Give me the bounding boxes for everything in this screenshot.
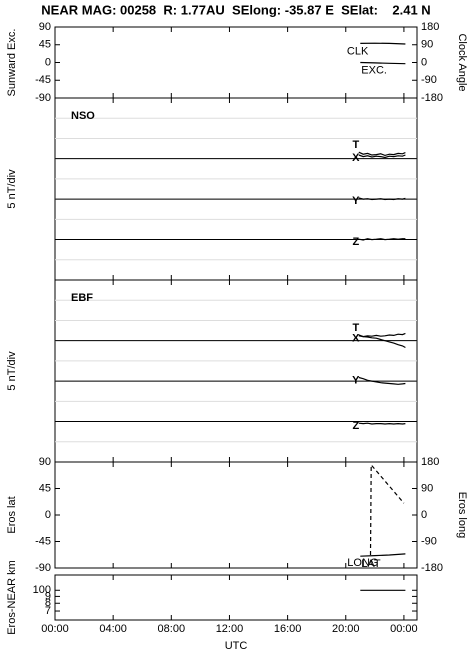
- series-label: Y: [352, 195, 360, 207]
- series-line: [358, 332, 406, 338]
- x-tick-label: 04:00: [99, 623, 127, 635]
- series-line: [358, 335, 406, 349]
- series-label: Z: [352, 420, 359, 432]
- series-line: [358, 154, 406, 159]
- series-label: X: [352, 152, 360, 164]
- series-label: LONG: [347, 557, 378, 569]
- y-axis-label: 5 nT/div: [6, 169, 18, 209]
- series-line: [358, 376, 406, 385]
- panel-label: NSO: [71, 110, 95, 122]
- y-tick-label: 0: [45, 509, 51, 521]
- y2-tick-label: -90: [421, 74, 437, 86]
- y2-tick-label: -180: [421, 92, 443, 104]
- y-axis-label: Eros lat: [6, 496, 18, 533]
- y2-axis-label: Eros long: [456, 492, 468, 538]
- series-label: T: [352, 139, 359, 151]
- y-tick-label: 90: [39, 456, 51, 468]
- panel-frame: [54, 97, 418, 281]
- y-tick-label: -90: [35, 562, 51, 574]
- x-axis-label: UTC: [225, 640, 248, 652]
- chart-title: NEAR MAG: 00258 R: 1.77AU SElong: -35.87…: [41, 2, 430, 17]
- x-tick-label: 00:00: [41, 623, 69, 635]
- panel-label: EBF: [71, 292, 93, 304]
- panel-frame: [54, 461, 418, 569]
- x-tick-label: 08:00: [158, 623, 186, 635]
- series-label: CLK: [347, 45, 369, 57]
- y-tick-label: -90: [35, 92, 51, 104]
- series-line: [358, 151, 406, 157]
- series-label: Z: [352, 236, 359, 248]
- y2-axis-label: Clock Angle: [456, 33, 468, 91]
- y2-tick-label: -180: [421, 562, 443, 574]
- x-tick-label: 16:00: [274, 623, 302, 635]
- y2-tick-label: 0: [421, 56, 427, 68]
- y2-tick-label: 90: [421, 482, 433, 494]
- y-tick-label: 45: [39, 39, 51, 51]
- x-tick-label: 00:00: [390, 623, 418, 635]
- series-line: [360, 42, 406, 45]
- series-line: [360, 61, 406, 65]
- y-tick-label: 9: [45, 590, 51, 602]
- series-label: Y: [352, 374, 360, 386]
- y-tick-label: 45: [39, 482, 51, 494]
- y-tick-label: 100: [33, 584, 51, 596]
- x-tick-label: 12:00: [216, 623, 244, 635]
- panel-frame: [54, 279, 418, 463]
- y-tick-label: 0: [45, 56, 51, 68]
- series-line: [358, 197, 406, 201]
- series-label: LAT: [361, 558, 381, 570]
- series-line: [358, 422, 406, 425]
- y2-tick-label: 90: [421, 39, 433, 51]
- series-label: T: [352, 322, 359, 334]
- y2-tick-label: 180: [421, 21, 439, 33]
- panel-frame: [54, 574, 418, 621]
- y-axis-label: Eros-NEAR km: [6, 560, 18, 635]
- series-line: [358, 238, 406, 241]
- y-tick-label: 8: [45, 597, 51, 609]
- series-label: EXC.: [361, 64, 387, 76]
- series-line: [369, 463, 405, 556]
- x-tick-label: 20:00: [332, 623, 360, 635]
- y2-tick-label: -90: [421, 535, 437, 547]
- y-tick-label: -45: [35, 535, 51, 547]
- y-axis-label: 5 nT/div: [6, 351, 18, 391]
- y2-tick-label: 0: [421, 509, 427, 521]
- y-axis-label: Sunward Exc.: [6, 29, 18, 97]
- y-tick-label: 90: [39, 21, 51, 33]
- y2-tick-label: 180: [421, 456, 439, 468]
- y-tick-label: -45: [35, 74, 51, 86]
- y-tick-label: 7: [45, 605, 51, 617]
- series-label: X: [352, 333, 360, 345]
- series-line: [360, 553, 406, 557]
